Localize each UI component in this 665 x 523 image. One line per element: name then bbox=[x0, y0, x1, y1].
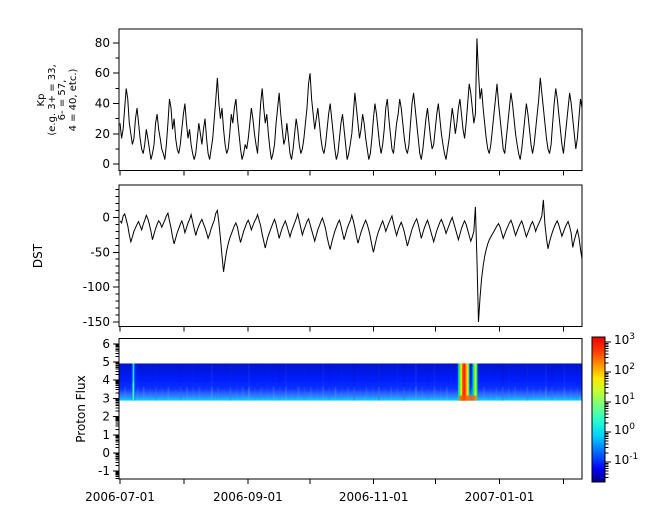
y-tick-label: 0 bbox=[102, 210, 110, 224]
proton-axis-label: Proton Flux bbox=[74, 375, 88, 443]
x-tick-label: 2007-01-01 bbox=[464, 490, 535, 504]
y-tick-label: -50 bbox=[90, 245, 110, 259]
y-tick-label: 60 bbox=[95, 66, 110, 80]
colorbar-tick-label: 101 bbox=[614, 392, 636, 407]
y-tick-label: 5 bbox=[102, 355, 110, 369]
kp-axis-label: Kp (e.g. 3+ = 33, 6- = 57, 4 = 40, etc.) bbox=[36, 64, 79, 136]
spe-event-dec-2006-spe-lowband bbox=[458, 395, 478, 401]
spectrogram-band bbox=[119, 363, 582, 401]
colorbar bbox=[591, 336, 606, 483]
x-tick-label: 2006-07-01 bbox=[85, 490, 155, 504]
y-tick-label: 6 bbox=[102, 337, 110, 351]
y-tick-label: 20 bbox=[95, 127, 110, 141]
axis-ticks bbox=[113, 42, 564, 484]
spe-event-dec-2006-spe-main bbox=[457, 363, 471, 401]
colorbar-tick-label: 102 bbox=[614, 362, 636, 377]
spe-events bbox=[131, 363, 479, 401]
y-tick-labels: 0 20 40 60 80 0 -50 -100 -150 6 5 4 3 2 1 0 -1 bbox=[83, 36, 110, 478]
x-tick-label: 2006-09-01 bbox=[213, 490, 283, 504]
y-tick-label: 0 bbox=[102, 157, 110, 171]
spectrogram-striations bbox=[119, 363, 578, 401]
panel-borders bbox=[118, 28, 583, 480]
y-tick-label: 1 bbox=[102, 428, 110, 442]
dst-axis-label: DST bbox=[31, 243, 45, 269]
y-tick-label: -100 bbox=[83, 280, 110, 294]
spe-event-dec-2006-spe-second bbox=[471, 363, 479, 401]
colorbar-tick-label: 100 bbox=[614, 421, 636, 437]
x-tick-label: 2006-11-01 bbox=[338, 490, 409, 504]
dst-series bbox=[119, 199, 582, 323]
colorbar-ticks bbox=[605, 341, 611, 479]
y-tick-label: -150 bbox=[83, 315, 110, 329]
spe-event-jul-2006-spe-core bbox=[131, 381, 135, 401]
colorbar-tick-label: 10-1 bbox=[614, 451, 639, 467]
y-tick-label: -1 bbox=[98, 464, 110, 478]
y-tick-label: 80 bbox=[95, 36, 110, 50]
y-tick-label: 2 bbox=[102, 410, 110, 424]
y-tick-label: 40 bbox=[95, 97, 110, 111]
y-tick-label: 0 bbox=[102, 446, 110, 460]
y-tick-label: 4 bbox=[102, 373, 110, 387]
colorbar-tick-label: 103 bbox=[614, 332, 636, 347]
y-tick-label: 3 bbox=[102, 391, 110, 405]
kp-series bbox=[119, 38, 582, 160]
